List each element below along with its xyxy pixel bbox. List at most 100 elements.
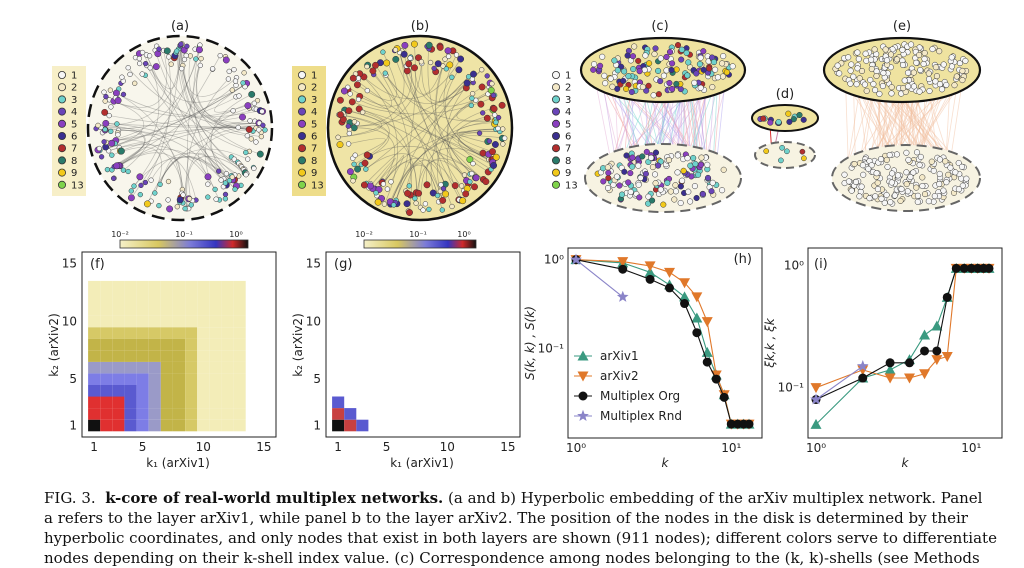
layer-node [719, 187, 726, 194]
disk-edge [458, 128, 503, 170]
layer-node [925, 76, 933, 83]
legend-swatch-13 [58, 180, 67, 189]
layer-node [691, 79, 698, 86]
heatmap-cell [172, 304, 185, 316]
heatmap-cell [221, 396, 234, 409]
layer-node [799, 148, 806, 155]
layer-node [847, 67, 854, 74]
layer-node [887, 199, 894, 206]
heatmap-cell [172, 338, 185, 351]
data-point [885, 358, 895, 368]
layer-node [605, 169, 612, 176]
heatmap-cell [112, 350, 125, 362]
disk-node [230, 108, 236, 114]
heatmap-cell [221, 280, 234, 293]
layer-node [678, 46, 685, 53]
layer-node [921, 191, 929, 198]
disk-edge [111, 146, 162, 194]
legend-entry-1: arXiv2 [600, 369, 639, 383]
heatmap-cell [209, 304, 222, 316]
legend-label-1: 1 [311, 71, 317, 82]
layer-node [932, 64, 939, 71]
disk-node [262, 127, 268, 133]
layer-node [874, 179, 881, 186]
heatmap-cell [124, 373, 137, 385]
layer-node [697, 54, 704, 61]
chart-h-ylabel: S(k, k) , S(k) [523, 306, 537, 380]
layer-node [913, 149, 921, 156]
disk-edge [435, 65, 471, 183]
disk-node [461, 172, 468, 178]
legend-swatch-4 [58, 107, 67, 116]
layer-node [889, 170, 896, 177]
layer-correspondence-d [751, 104, 819, 169]
heatmap-cell [233, 304, 246, 316]
disk-node [449, 74, 455, 80]
heatmap-cell [185, 327, 198, 339]
heatmap-cell [160, 327, 173, 339]
layer-node [639, 83, 646, 90]
data-point [617, 257, 629, 268]
colorbar-g-mid: 10⁻¹ [409, 230, 427, 239]
layer-node [940, 187, 947, 194]
heatmap-cell [148, 280, 161, 293]
heatmap-cell [100, 385, 113, 397]
layer-node [674, 169, 681, 176]
layer-node [801, 155, 807, 162]
legend-swatch-5 [552, 119, 561, 128]
disk-node [500, 141, 506, 147]
disk-node [500, 126, 506, 132]
disk-node [96, 145, 102, 152]
data-point [920, 346, 930, 356]
heatmap-cell [124, 327, 137, 339]
legend-label-8: 8 [71, 156, 77, 167]
disk-edge [131, 55, 221, 198]
heatmap-cell [100, 304, 113, 316]
disk-edge [340, 114, 390, 157]
chart-h-series [570, 253, 755, 430]
disk-edge [147, 124, 263, 205]
disk-node [125, 65, 131, 71]
disk-node [112, 89, 120, 97]
layer-correspondence-e [822, 36, 982, 212]
heatmap-cell [209, 338, 222, 351]
heatmap-cell [209, 419, 222, 432]
disk-edge [378, 161, 417, 204]
heatmap-cell [172, 315, 185, 328]
disk-node [403, 67, 411, 75]
disk-node [226, 177, 233, 184]
heatmap-cell [112, 385, 125, 397]
heatmap-cell [148, 304, 161, 316]
disk-node [392, 47, 399, 53]
disk-edge [116, 92, 184, 204]
legend-label-3: 3 [565, 95, 571, 106]
heatmap-cell [148, 292, 161, 305]
layer-node [897, 197, 904, 204]
layer-node [865, 165, 872, 172]
legend-label-4: 4 [311, 107, 317, 118]
layer-node [655, 91, 662, 98]
disk-edge [100, 127, 143, 143]
layer-node [621, 168, 628, 175]
heatmap-f-cells [88, 280, 246, 432]
layer-node [714, 74, 721, 81]
heatmap-cell [185, 396, 198, 409]
disk-edge [184, 129, 259, 209]
layer-node [621, 68, 628, 75]
layer-node [883, 57, 891, 64]
disk-edge [107, 142, 145, 170]
disk-node [443, 66, 449, 72]
disk-node [410, 40, 418, 48]
disk-edge [438, 76, 469, 103]
disk-node [136, 55, 143, 62]
layer-node [652, 180, 659, 187]
disk-edge [196, 58, 259, 131]
heatmap-cell [197, 280, 210, 293]
layer-node [645, 82, 652, 89]
data-point [966, 263, 976, 273]
layer-node [623, 85, 630, 92]
disk-node [479, 149, 487, 157]
layer-node [630, 66, 637, 73]
